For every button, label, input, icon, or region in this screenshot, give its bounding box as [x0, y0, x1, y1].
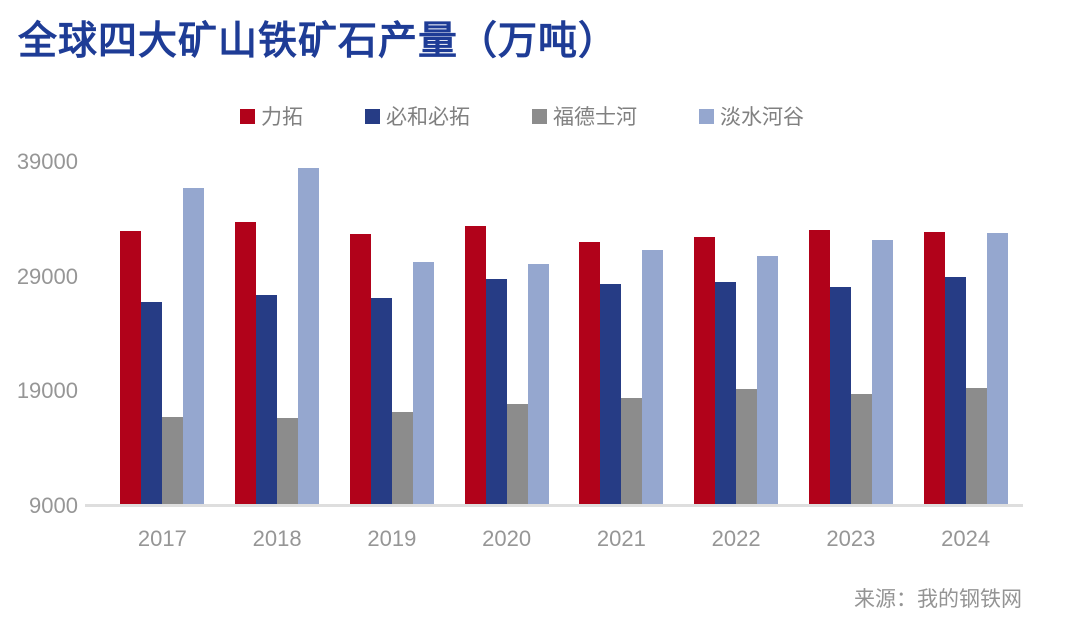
source-note: 来源：我的钢铁网: [854, 587, 1022, 611]
bar-2017-必和必拓[interactable]: [141, 301, 163, 505]
bar-2021-必和必拓[interactable]: [600, 283, 622, 505]
bar-2023-力拓[interactable]: [808, 229, 830, 505]
bar-2024-必和必拓[interactable]: [944, 276, 966, 505]
x-axis-line: [85, 504, 1023, 507]
legend-item-3[interactable]: 福德士河: [532, 101, 637, 131]
bar-group-2022: [694, 236, 779, 505]
bar-2017-淡水河谷[interactable]: [183, 188, 205, 505]
legend-label: 淡水河谷: [720, 105, 804, 129]
plot-area: [105, 0, 1023, 505]
legend-item-1[interactable]: 力拓: [240, 101, 303, 131]
legend-swatch-icon: [532, 108, 547, 124]
bar-2024-福德士河[interactable]: [965, 388, 987, 505]
bar-2019-必和必拓[interactable]: [370, 298, 392, 505]
legend-swatch-icon: [699, 108, 714, 124]
bar-2024-淡水河谷[interactable]: [986, 233, 1008, 505]
x-axis-label-2018: 2018: [252, 526, 302, 551]
legend-label: 力拓: [261, 105, 303, 129]
bar-2019-力拓[interactable]: [349, 234, 371, 505]
x-axis-label-2017: 2017: [137, 526, 187, 551]
bar-2021-力拓[interactable]: [579, 242, 601, 505]
y-axis-tick-label: 9000: [29, 493, 78, 518]
y-axis-tick-label: 19000: [16, 378, 78, 404]
legend-swatch-icon: [240, 108, 255, 124]
bar-2023-淡水河谷[interactable]: [871, 239, 893, 505]
bar-2018-力拓[interactable]: [235, 221, 257, 505]
bar-2022-淡水河谷[interactable]: [757, 256, 779, 505]
chart-title: 全球四大矿山铁矿石产量（万吨）: [18, 18, 619, 64]
bar-2021-福德士河[interactable]: [621, 398, 643, 505]
bar-group-2021: [579, 242, 664, 505]
x-axis-label-2024: 2024: [941, 526, 991, 551]
bar-2021-淡水河谷[interactable]: [642, 250, 664, 505]
y-axis: 9000 19000 29000 39000: [0, 0, 78, 560]
legend-label: 福德士河: [553, 105, 637, 129]
x-axis-label-2019: 2019: [367, 526, 417, 551]
bar-2020-福德士河[interactable]: [506, 404, 528, 505]
bar-2022-必和必拓[interactable]: [715, 282, 737, 505]
bar-group-2019: [349, 234, 434, 505]
y-axis-tick-label: 39000: [16, 148, 78, 174]
bar-2022-力拓[interactable]: [694, 236, 716, 505]
bar-2019-福德士河[interactable]: [391, 412, 413, 505]
y-axis-tick-label: 29000: [16, 263, 78, 289]
x-axis-label-2020: 2020: [482, 526, 532, 551]
legend-item-4[interactable]: 淡水河谷: [699, 101, 804, 131]
x-axis-label-2022: 2022: [711, 526, 761, 551]
bar-2017-力拓[interactable]: [120, 230, 142, 505]
bar-2023-福德士河[interactable]: [850, 393, 872, 505]
bar-2020-淡水河谷[interactable]: [527, 264, 549, 505]
bar-2018-福德士河[interactable]: [277, 417, 299, 505]
bar-2018-必和必拓[interactable]: [256, 295, 278, 505]
bar-group-2017: [120, 188, 205, 505]
x-axis-label-2023: 2023: [826, 526, 876, 551]
bar-group-2018: [235, 167, 320, 505]
bar-2020-力拓[interactable]: [464, 226, 486, 505]
bar-group-2023: [808, 229, 893, 505]
bar-group-2020: [464, 226, 549, 505]
bar-2022-福德士河[interactable]: [736, 389, 758, 505]
bar-2017-福德士河[interactable]: [162, 416, 184, 505]
legend-label: 必和必拓: [386, 105, 470, 129]
x-axis-label-2021: 2021: [596, 526, 646, 551]
legend: 力拓 必和必拓 福德士河 淡水河谷: [240, 101, 804, 131]
bar-2018-淡水河谷[interactable]: [298, 167, 320, 505]
x-axis: 2017 2018 2019 2020 2021 2022 2023 2024: [105, 526, 1023, 552]
bar-2020-必和必拓[interactable]: [485, 278, 507, 505]
bar-group-2024: [923, 231, 1008, 505]
bar-2024-力拓[interactable]: [923, 231, 945, 505]
legend-item-2[interactable]: 必和必拓: [365, 101, 470, 131]
legend-swatch-icon: [365, 108, 380, 124]
bar-2019-淡水河谷[interactable]: [412, 261, 434, 505]
bar-2023-必和必拓[interactable]: [829, 287, 851, 505]
